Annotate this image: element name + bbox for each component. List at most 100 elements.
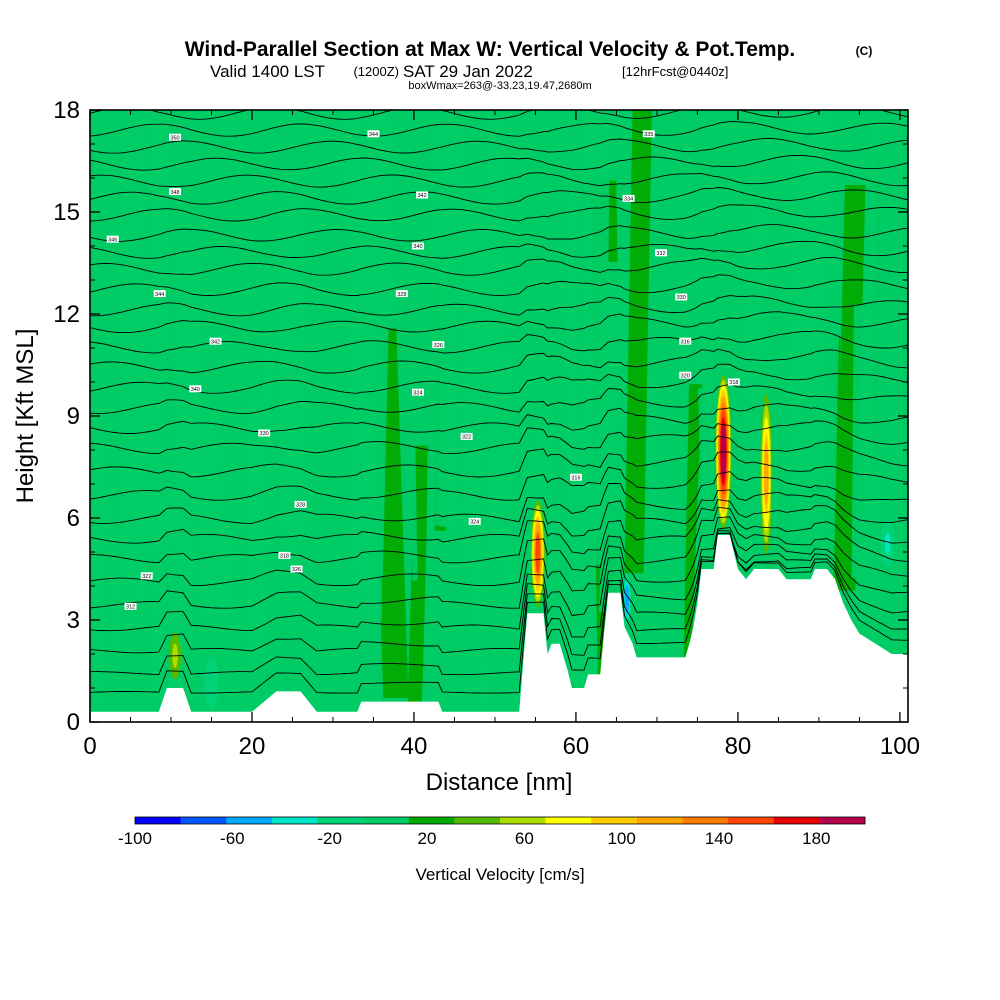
colorbar-swatch bbox=[500, 817, 546, 824]
contour-label-box bbox=[189, 385, 202, 393]
updraft-streak bbox=[254, 346, 275, 560]
downdraft-cell bbox=[885, 532, 891, 555]
contour-label-box bbox=[654, 249, 667, 257]
colorbar-swatch bbox=[317, 817, 364, 824]
x-tick-label: 20 bbox=[239, 733, 266, 760]
contour-label-box bbox=[140, 572, 153, 580]
updraft-streak bbox=[147, 110, 170, 531]
theta-contour-line bbox=[90, 532, 908, 676]
vertical-velocity-field bbox=[90, 110, 907, 718]
contour-label: 326 bbox=[292, 567, 301, 573]
contour-label: 344 bbox=[369, 132, 378, 138]
updraft-streak bbox=[226, 232, 235, 667]
contour-label: 330 bbox=[260, 431, 269, 437]
theta-contour-line bbox=[90, 311, 908, 334]
contour-label: 342 bbox=[417, 193, 426, 199]
theta-contour-line bbox=[90, 471, 908, 524]
colorbar-swatch bbox=[226, 817, 273, 824]
y-tick-label: 3 bbox=[67, 607, 80, 634]
contour-label: 335 bbox=[644, 132, 653, 138]
updraft-streak bbox=[568, 292, 583, 713]
y-tick-label: 12 bbox=[53, 301, 80, 328]
colorbar-swatch bbox=[180, 817, 227, 824]
contour-label-box bbox=[153, 290, 166, 298]
contour-label-box bbox=[278, 551, 291, 559]
y-tick-label: 15 bbox=[53, 199, 80, 226]
theta-contour-line bbox=[90, 383, 908, 414]
theta-contour-line bbox=[90, 224, 908, 242]
contour-label-box bbox=[416, 191, 429, 199]
updraft-cell bbox=[535, 534, 541, 574]
theta-contour-line bbox=[90, 530, 908, 694]
updraft-streak bbox=[407, 445, 430, 710]
x-axis-label: Distance [nm] bbox=[426, 769, 573, 796]
colorbar-swatch bbox=[363, 817, 410, 824]
updraft-streak bbox=[887, 339, 907, 638]
colorbar-swatch bbox=[408, 817, 455, 824]
updraft-streak bbox=[787, 110, 819, 574]
theta-contour-line bbox=[90, 171, 908, 188]
y-tick-label: 9 bbox=[67, 403, 80, 430]
contour-label: 328 bbox=[296, 503, 305, 509]
contour-label: 342 bbox=[211, 339, 220, 345]
colorbar-swatch bbox=[454, 817, 501, 824]
plot-area: 350 344 335 348 342 334 346 340 332 344 328 330 342 3… bbox=[90, 110, 908, 722]
contour-label-box bbox=[290, 565, 303, 573]
terrain bbox=[90, 535, 908, 722]
theta-contour-line bbox=[90, 499, 908, 564]
colorbar-swatch bbox=[135, 817, 181, 824]
axes: 0 20 40 60 80 100 0 3 6 9 12 15 18 bbox=[53, 97, 920, 760]
updraft-streak bbox=[578, 110, 611, 565]
updraft-streak bbox=[93, 535, 107, 707]
contour-label: 350 bbox=[170, 135, 179, 141]
contour-label-box bbox=[679, 337, 692, 345]
contour-label-box bbox=[367, 130, 380, 138]
colorbar-tick-label: 180 bbox=[802, 829, 830, 848]
updraft-streak bbox=[146, 488, 173, 691]
valid-time: Valid 1400 LST bbox=[210, 62, 325, 81]
x-tick-label: 80 bbox=[725, 733, 752, 760]
contour-label-box bbox=[675, 293, 688, 301]
x-tick-label: 40 bbox=[401, 733, 428, 760]
theta-contour-line bbox=[90, 204, 908, 222]
contour-label-box bbox=[468, 517, 481, 525]
contour-label: 324 bbox=[413, 390, 422, 396]
contour-label: 334 bbox=[624, 197, 633, 203]
y-axis-label: Height [Kft MSL] bbox=[12, 329, 39, 504]
colorbar-tick-label: -100 bbox=[118, 829, 152, 848]
copyright-mark: (C) bbox=[856, 44, 873, 58]
updraft-streak bbox=[487, 110, 506, 565]
contour-label: 340 bbox=[191, 387, 200, 393]
theta-contour-line bbox=[90, 363, 908, 394]
theta-contour-line bbox=[90, 256, 908, 276]
contour-label: 348 bbox=[170, 190, 179, 196]
colorbar-swatch bbox=[271, 817, 318, 824]
contour-label: 332 bbox=[656, 251, 665, 257]
contour-labels: 350 344 335 348 342 334 346 340 332 344 328 330 342 3… bbox=[106, 130, 740, 611]
contour-label: 316 bbox=[571, 475, 580, 481]
updraft-streak bbox=[424, 127, 439, 675]
theta-contour-line bbox=[90, 435, 908, 478]
colorbar-swatch bbox=[545, 817, 592, 824]
contour-label: 328 bbox=[397, 292, 406, 298]
theta-contour-line bbox=[90, 348, 908, 374]
contour-label-box bbox=[727, 378, 740, 386]
updraft-streak bbox=[357, 110, 394, 578]
theta-contour-line bbox=[90, 187, 908, 205]
theta-contour-line bbox=[90, 240, 908, 259]
colorbar-tick-label: 60 bbox=[515, 829, 534, 848]
y-tick-label: 0 bbox=[67, 709, 80, 736]
contour-label: 312 bbox=[126, 605, 135, 611]
contour-label-box bbox=[169, 133, 182, 141]
downdraft-cell bbox=[624, 585, 630, 614]
y-tick-label: 18 bbox=[53, 97, 80, 124]
contour-label: 330 bbox=[677, 295, 686, 301]
updraft-streak bbox=[697, 388, 716, 569]
colorbar-tick-label: 100 bbox=[607, 829, 635, 848]
theta-contour-line bbox=[90, 110, 908, 120]
contour-label-box bbox=[169, 188, 182, 196]
theta-contour-line bbox=[90, 121, 908, 137]
x-tick-label: 60 bbox=[563, 733, 590, 760]
